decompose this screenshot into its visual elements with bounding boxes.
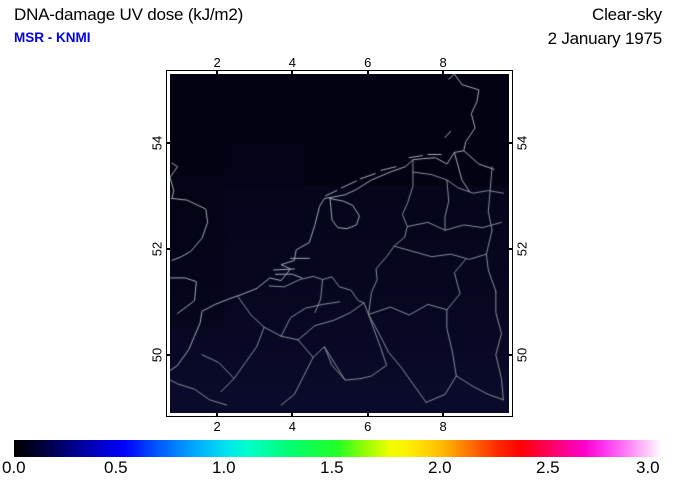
source-label: MSR - KNMI bbox=[14, 30, 91, 45]
axis-tick bbox=[167, 141, 170, 144]
axis-tick bbox=[366, 413, 369, 416]
longitude-label-top: 8 bbox=[439, 55, 447, 70]
colorbar-tick-label: 1.0 bbox=[212, 458, 236, 477]
latitude-label-right: 52 bbox=[514, 241, 530, 257]
longitude-label-bottom: 6 bbox=[364, 419, 372, 434]
colorbar-tick-label: 3.0 bbox=[636, 458, 660, 477]
axis-tick bbox=[509, 141, 512, 144]
longitude-label-bottom: 2 bbox=[213, 419, 221, 434]
axis-tick bbox=[167, 247, 170, 250]
axis-tick bbox=[366, 71, 369, 74]
axis-tick bbox=[291, 71, 294, 74]
longitude-label-top: 2 bbox=[213, 55, 221, 70]
axis-tick bbox=[442, 413, 445, 416]
axis-tick bbox=[216, 71, 219, 74]
axis-tick bbox=[216, 413, 219, 416]
longitude-label-top: 6 bbox=[364, 55, 372, 70]
latitude-label-left: 54 bbox=[149, 135, 165, 151]
page-title: DNA-damage UV dose (kJ/m2) bbox=[14, 5, 244, 24]
colorbar-tick-label: 0.5 bbox=[104, 458, 128, 477]
longitude-label-bottom: 4 bbox=[288, 419, 297, 434]
latitude-label-right: 54 bbox=[514, 135, 530, 151]
axis-tick bbox=[167, 353, 170, 356]
colorbar-tick-label: 0.0 bbox=[2, 458, 26, 477]
colorbar-tick-label: 2.5 bbox=[536, 458, 560, 477]
axis-tick bbox=[509, 353, 512, 356]
longitude-label-top: 4 bbox=[288, 55, 297, 70]
colorbar bbox=[14, 440, 662, 457]
axis-tick bbox=[442, 71, 445, 74]
date-label: 2 January 1975 bbox=[547, 29, 663, 48]
latitude-label-left: 52 bbox=[149, 241, 165, 257]
axis-tick bbox=[509, 247, 512, 250]
latitude-label-left: 50 bbox=[149, 347, 165, 362]
colorbar-tick-label: 2.0 bbox=[428, 458, 452, 477]
latitude-label-right: 50 bbox=[514, 347, 530, 362]
map-plot-frame bbox=[167, 71, 512, 416]
colorbar-tick-label: 1.5 bbox=[320, 458, 344, 477]
sky-condition-label: Clear-sky bbox=[592, 5, 662, 24]
uv-dose-heatmap bbox=[170, 74, 509, 413]
longitude-label-bottom: 8 bbox=[439, 419, 447, 434]
axis-tick bbox=[291, 413, 294, 416]
